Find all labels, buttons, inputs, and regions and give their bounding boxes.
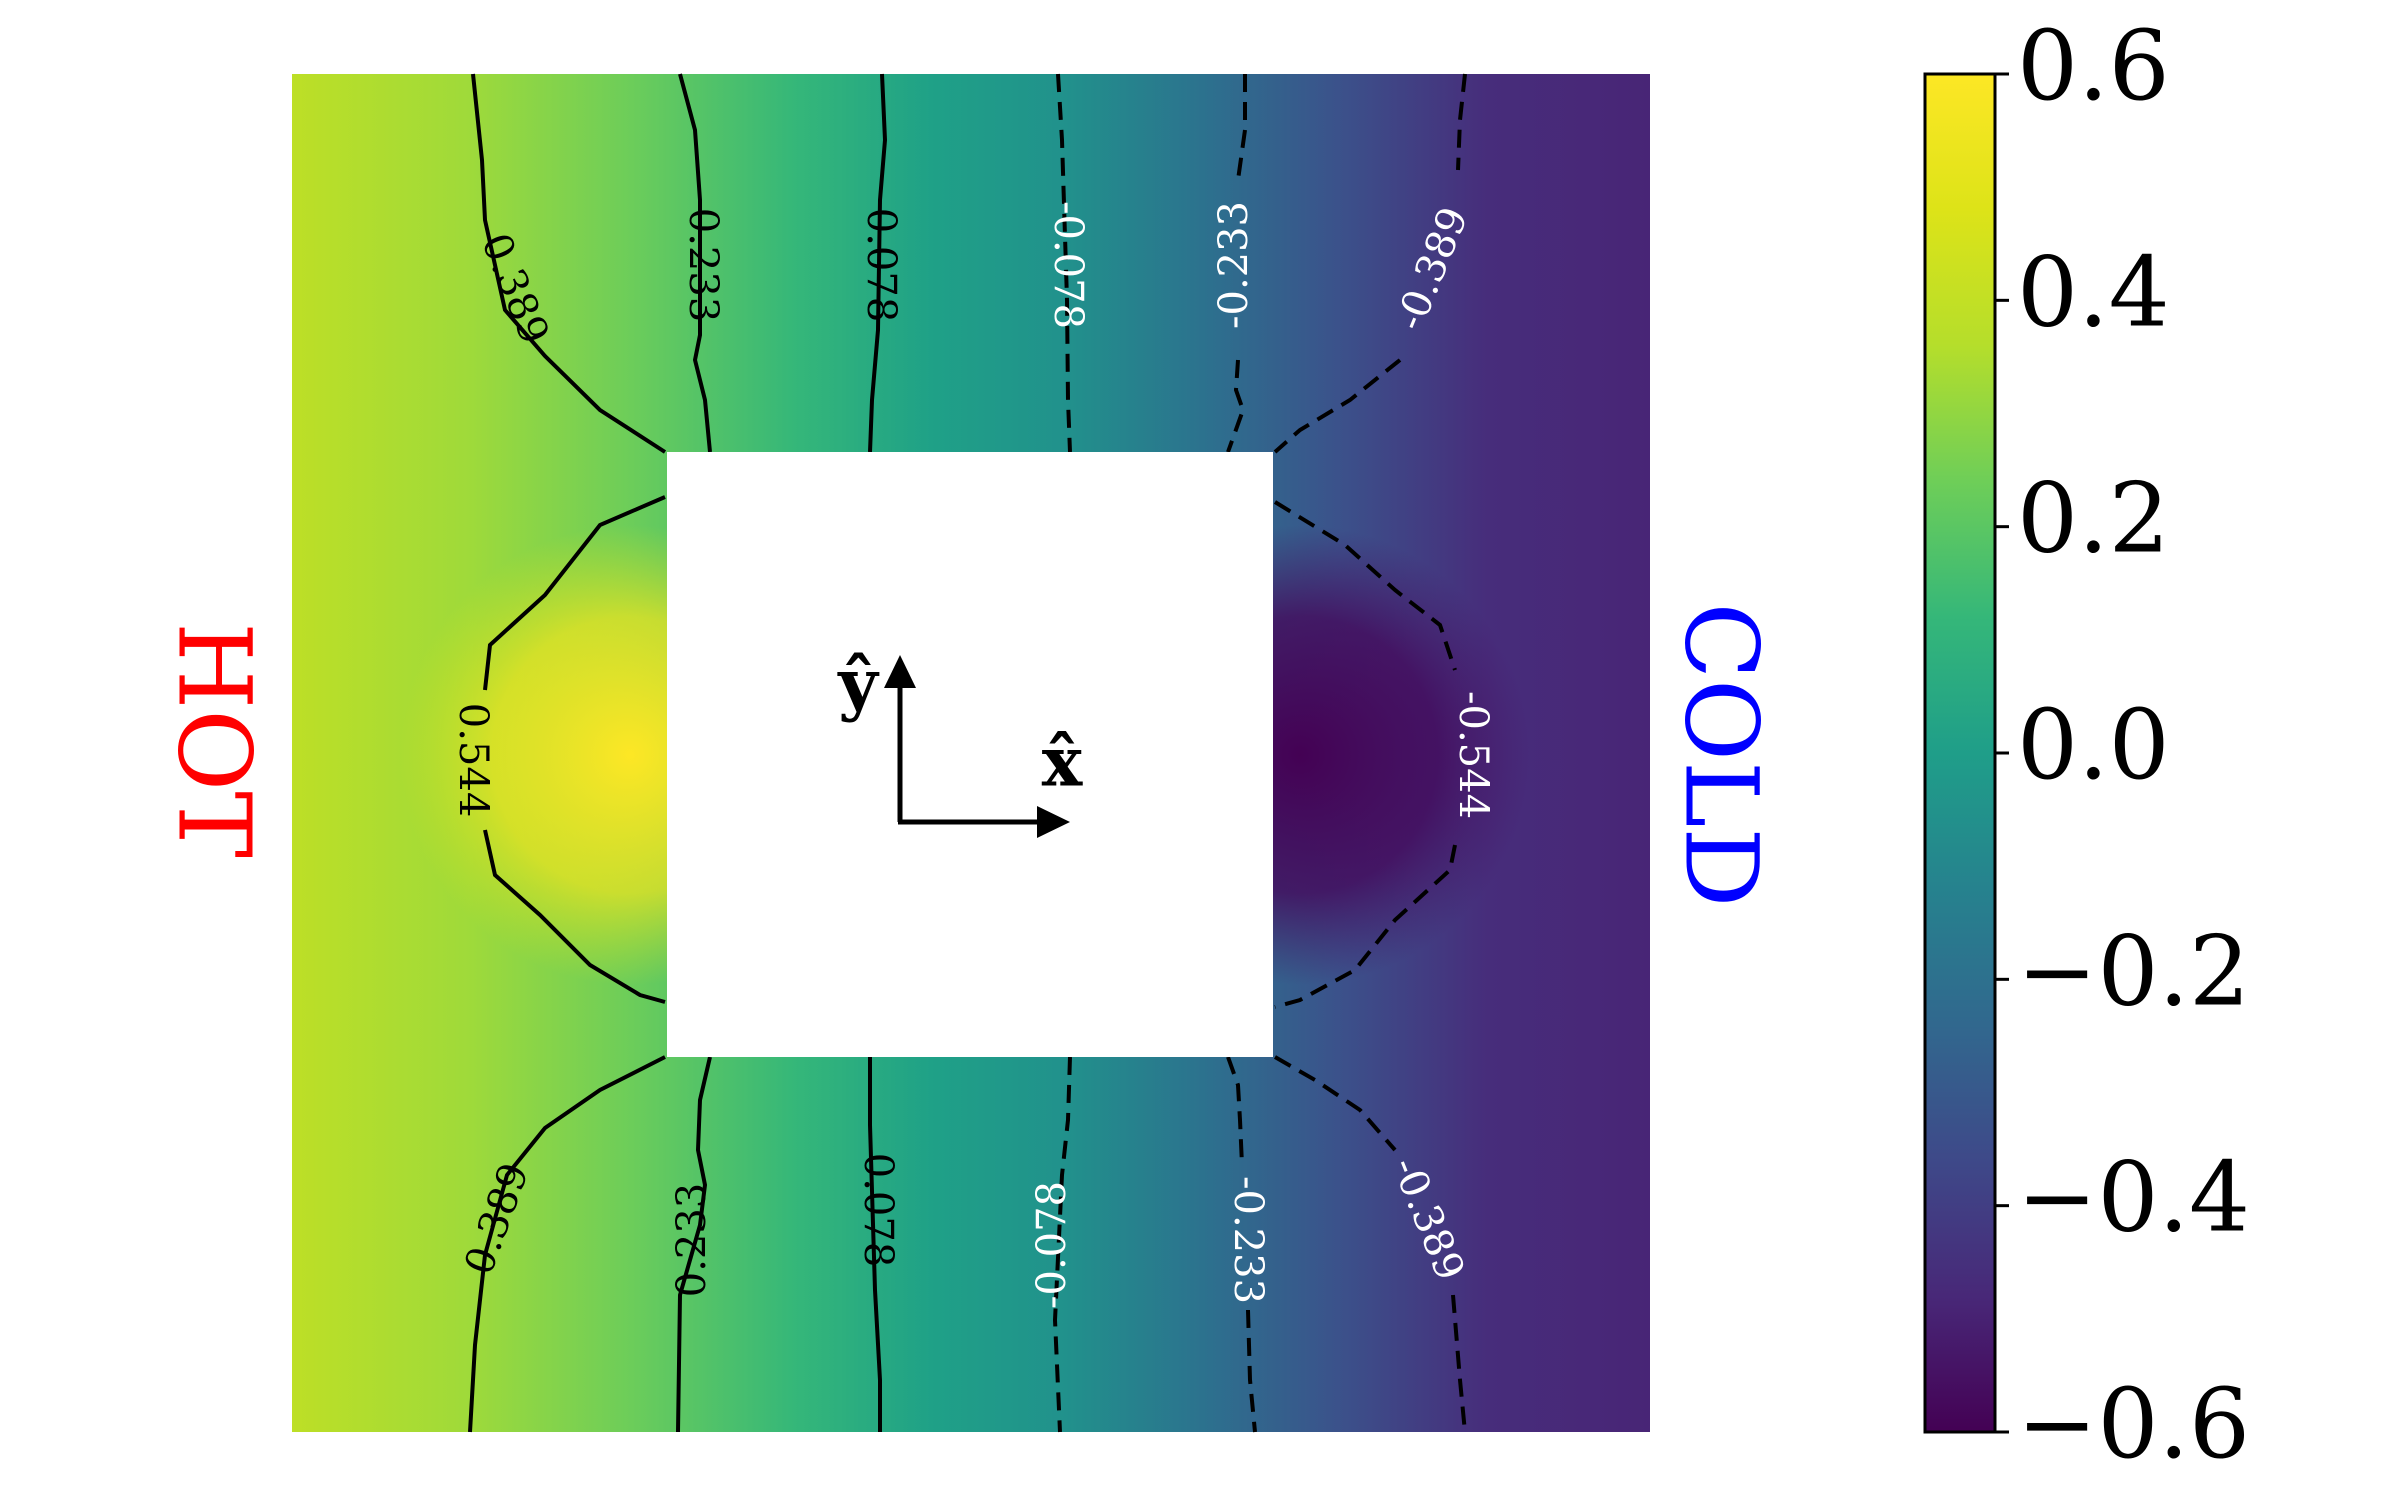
contour-label-0.078-bottom: 0.078 xyxy=(855,1153,901,1268)
colorbar-tick-label: −0.2 xyxy=(2017,915,2250,1027)
contour-labels: 0.389 0.233 0.078 -0.078 -0.233 -0.389 0… xyxy=(450,201,1496,1309)
x-axis-label: x̂ xyxy=(1042,723,1083,803)
colorbar-tick-label: 0.0 xyxy=(2017,689,2170,801)
contour-line-minus-0.233-bottom xyxy=(1226,1056,1257,1433)
contour-label-minus-0.078-top: -0.078 xyxy=(1045,201,1091,329)
colorbar-gradient xyxy=(1923,72,1997,1434)
contour-line-minus-0.389-top xyxy=(1273,73,1467,454)
contour-line-minus-0.078-top xyxy=(1056,73,1072,453)
colorbar-tick-label: 0.4 xyxy=(2017,236,2170,348)
y-axis-label: ŷ xyxy=(837,645,880,725)
colorbar-tick-label: 0.2 xyxy=(2017,463,2170,575)
contour-line-0.544 xyxy=(483,495,666,1004)
contour-label-minus-0.078-bottom: -0.078 xyxy=(1029,1181,1075,1309)
coordinate-axes: ŷ x̂ xyxy=(837,645,1083,838)
colorbar: 0.6 0.4 0.2 0.0 −0.2 −0.4 −0.6 xyxy=(1923,10,2250,1480)
contour-label-0.233-bottom: 0.233 xyxy=(669,1183,715,1298)
y-axis-arrow-head xyxy=(884,655,916,688)
square-obstacle xyxy=(667,452,1273,1057)
contour-label-0.233-top: 0.233 xyxy=(680,208,726,323)
contour-label-0.078-top: 0.078 xyxy=(858,208,904,323)
contour-line-minus-0.078-bottom xyxy=(1052,1056,1072,1433)
colorbar-tick-label: 0.6 xyxy=(2017,10,2170,122)
x-axis-arrow-head xyxy=(1037,806,1070,838)
contour-line-0.389-top xyxy=(471,73,667,454)
contour-line-0.389-bottom xyxy=(468,1055,666,1433)
contour-label-minus-0.233-top: -0.233 xyxy=(1211,201,1257,329)
contour-line-0.233-bottom xyxy=(676,1056,712,1433)
contour-lines xyxy=(468,73,1467,1433)
contour-line-minus-0.389-bottom xyxy=(1274,1055,1467,1433)
cold-label: COLD xyxy=(1662,602,1779,907)
colorbar-tick-label: −0.6 xyxy=(2017,1368,2250,1480)
contour-label-minus-0.233-bottom: -0.233 xyxy=(1225,1176,1271,1304)
colorbar-ticks: 0.6 0.4 0.2 0.0 −0.2 −0.4 −0.6 xyxy=(1995,10,2250,1480)
contour-label-0.544: 0.544 xyxy=(450,703,496,818)
contour-line-0.078-top xyxy=(868,73,888,453)
contour-line-minus-0.233-top xyxy=(1226,74,1247,453)
hot-label: HOT xyxy=(155,622,272,858)
contour-label-minus-0.544: -0.544 xyxy=(1450,691,1496,819)
contour-line-minus-0.544 xyxy=(1273,500,1457,1009)
colorbar-tick-label: −0.4 xyxy=(2017,1142,2250,1254)
contour-line-0.233-top xyxy=(678,73,712,453)
contour-line-0.078-bottom xyxy=(868,1057,882,1432)
